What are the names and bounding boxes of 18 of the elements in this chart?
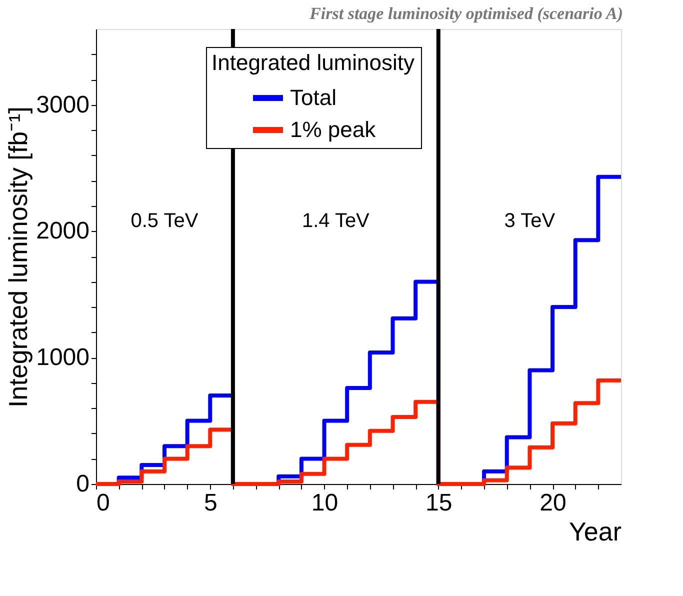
y-tick-label: 2000 <box>36 218 90 245</box>
annotation: 1.4 TeV <box>302 210 370 232</box>
legend-label: 1% peak <box>290 117 377 142</box>
annotation: 3 TeV <box>504 210 556 232</box>
legend-title: Integrated luminosity <box>212 50 414 75</box>
y-tick-label: 3000 <box>36 91 90 118</box>
legend-label: Total <box>290 85 336 110</box>
x-tick-label: 20 <box>540 490 566 516</box>
x-tick-label: 5 <box>204 490 218 516</box>
chart-title: First stage luminosity optimised (scenario A) <box>308 4 623 23</box>
y-tick-label: 0 <box>76 470 90 498</box>
x-axis-title: Year <box>568 516 622 546</box>
y-tick-label: 1000 <box>36 344 90 372</box>
x-tick-label: 10 <box>311 490 338 516</box>
y-axis-title: Integrated luminosity [fb⁻¹] <box>3 106 34 408</box>
x-tick-label: 0 <box>96 490 110 516</box>
x-tick-label: 15 <box>426 490 452 516</box>
annotation: 0.5 TeV <box>130 210 199 232</box>
